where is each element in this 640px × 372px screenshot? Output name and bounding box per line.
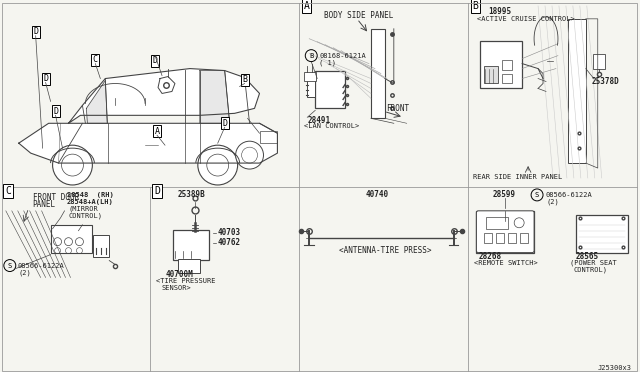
Text: D: D (33, 27, 38, 36)
Text: 28548+A(LH): 28548+A(LH) (67, 199, 113, 205)
Text: 08168-6121A: 08168-6121A (319, 53, 366, 59)
Text: PANEL: PANEL (33, 201, 56, 209)
Text: 08566-6122A: 08566-6122A (18, 263, 65, 269)
Text: <LAN CONTROL>: <LAN CONTROL> (304, 123, 360, 129)
Bar (316, 71, 345, 108)
Text: A: A (303, 1, 309, 11)
Bar (593, 54, 605, 68)
Text: FRONT DOOR: FRONT DOOR (33, 193, 79, 202)
Circle shape (236, 141, 264, 169)
Polygon shape (68, 68, 259, 123)
Text: (POWER SEAT: (POWER SEAT (570, 259, 617, 266)
Bar (173, 230, 209, 260)
Text: B: B (472, 1, 478, 11)
Text: <ANTENNA-TIRE PRESS>: <ANTENNA-TIRE PRESS> (339, 246, 431, 255)
Circle shape (52, 145, 92, 185)
Text: C: C (5, 186, 11, 196)
Text: D: D (53, 107, 58, 116)
Text: D: D (222, 119, 227, 128)
Bar (484, 233, 492, 243)
Bar (476, 211, 534, 253)
Bar (371, 29, 385, 118)
Bar (568, 19, 586, 163)
Bar (481, 41, 522, 89)
Bar (508, 233, 516, 243)
Text: <TIRE PRESSURE: <TIRE PRESSURE (156, 279, 216, 285)
Polygon shape (19, 123, 277, 163)
Text: CONTROL): CONTROL) (68, 212, 102, 219)
Polygon shape (200, 71, 230, 123)
Text: D: D (43, 74, 48, 83)
Text: (2): (2) (19, 269, 31, 276)
Text: (MIRROR: (MIRROR (68, 206, 99, 212)
Text: FRONT: FRONT (386, 104, 409, 113)
Bar (304, 71, 316, 80)
Text: D: D (152, 56, 157, 65)
Text: 28268: 28268 (478, 252, 502, 261)
Bar (178, 259, 200, 273)
Text: C: C (93, 55, 98, 64)
Text: S: S (535, 192, 539, 198)
Text: REAR SIDE INNER PANEL: REAR SIDE INNER PANEL (474, 174, 563, 180)
Bar (576, 215, 628, 253)
Text: <ACTIVE CRUISE CONTROL>: <ACTIVE CRUISE CONTROL> (477, 16, 575, 22)
Text: S: S (8, 263, 12, 269)
Text: 28565: 28565 (576, 252, 599, 261)
Text: 28491: 28491 (307, 116, 330, 125)
Bar (93, 235, 109, 257)
Bar (484, 65, 499, 83)
Text: 40700M: 40700M (166, 270, 194, 279)
Text: 40703: 40703 (218, 228, 241, 237)
Bar (259, 131, 277, 143)
Text: ( 1): ( 1) (319, 60, 336, 66)
FancyBboxPatch shape (476, 211, 534, 253)
Bar (496, 233, 504, 243)
Bar (520, 233, 528, 243)
Text: 25378D: 25378D (592, 77, 620, 86)
Text: <REMOTE SWITCH>: <REMOTE SWITCH> (474, 260, 538, 266)
Text: A: A (154, 127, 159, 136)
Bar (307, 80, 316, 97)
Polygon shape (86, 80, 108, 123)
Bar (502, 74, 512, 83)
Text: B: B (242, 75, 247, 84)
Text: SENSOR>: SENSOR> (161, 285, 191, 291)
Text: B: B (309, 53, 314, 59)
Text: BODY SIDE PANEL: BODY SIDE PANEL (324, 12, 394, 20)
Text: D: D (154, 186, 160, 196)
Text: 25389B: 25389B (178, 190, 205, 199)
Text: 40762: 40762 (218, 238, 241, 247)
Text: 08566-6122A: 08566-6122A (545, 192, 592, 198)
Text: J25300x3: J25300x3 (598, 365, 632, 371)
Text: 18995: 18995 (488, 7, 511, 16)
Text: 28599: 28599 (492, 190, 515, 199)
Text: CONTROL): CONTROL) (574, 266, 608, 273)
Bar (51, 225, 92, 253)
Bar (502, 60, 512, 70)
Text: (2): (2) (546, 199, 559, 205)
Text: 40740: 40740 (366, 190, 389, 199)
Text: 28548  (RH): 28548 (RH) (67, 192, 113, 198)
Circle shape (198, 145, 237, 185)
Bar (486, 217, 508, 229)
